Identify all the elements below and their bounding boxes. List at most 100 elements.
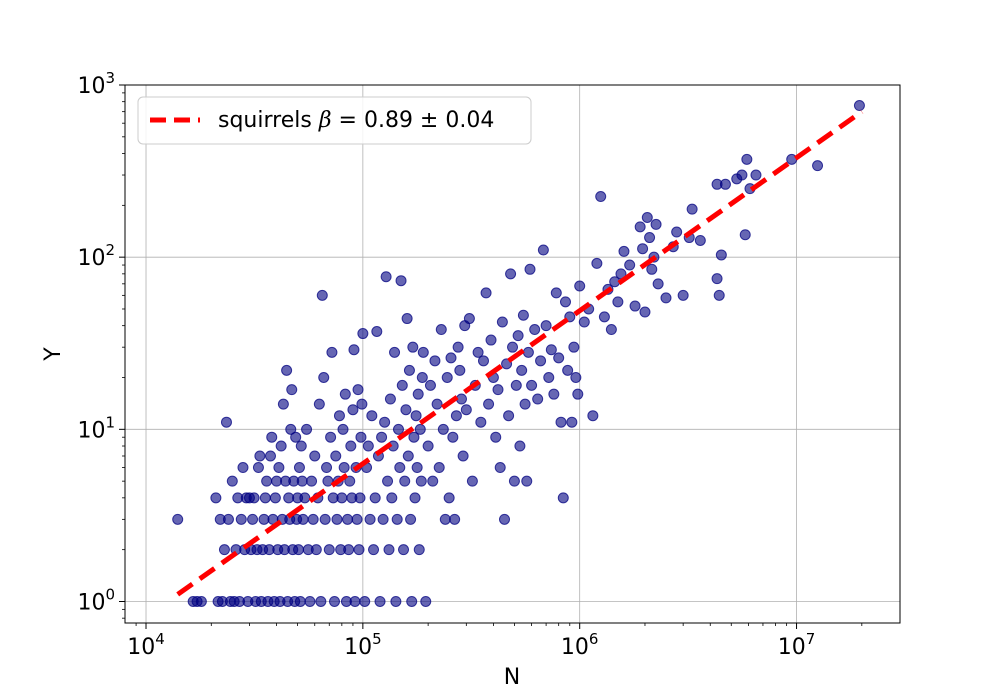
data-point [325, 431, 337, 443]
data-point [316, 289, 328, 301]
data-point [318, 372, 330, 383]
data-point [348, 344, 360, 356]
data-point [390, 595, 402, 607]
data-point [408, 431, 420, 443]
y-tick-label: 100 [77, 585, 115, 615]
data-point [480, 287, 492, 299]
data-point [598, 311, 610, 323]
data-point [853, 100, 865, 112]
data-point [460, 404, 472, 416]
data-point [362, 440, 374, 452]
legend-box [137, 96, 532, 145]
data-point [396, 379, 408, 391]
data-point [634, 221, 646, 233]
data-point [382, 475, 394, 487]
data-point [294, 595, 306, 607]
data-point [417, 346, 429, 358]
data-point [323, 544, 335, 556]
data-point [559, 296, 571, 308]
y-tick-exponent: 1 [105, 413, 115, 431]
legend-label: squirrels β = 0.89 ± 0.04 [218, 108, 494, 133]
data-point [337, 423, 349, 435]
x-tick-exponent: 4 [155, 630, 165, 648]
data-point [285, 423, 297, 435]
data-point [739, 229, 751, 241]
data-point [508, 475, 520, 487]
data-point [411, 462, 423, 474]
data-point [364, 513, 376, 525]
data-point [321, 462, 333, 474]
data-point [415, 475, 427, 487]
x-tick-label: 107 [778, 630, 816, 660]
data-point [347, 404, 359, 416]
data-point [336, 492, 348, 504]
data-point [344, 475, 356, 487]
data-point [410, 410, 422, 422]
data-point [711, 273, 723, 285]
data-point [494, 462, 506, 474]
x-tick-label: 105 [344, 630, 382, 660]
x-axis-label: N [504, 665, 520, 690]
data-point [326, 346, 338, 358]
data-point [548, 388, 560, 400]
data-point [537, 244, 549, 256]
data-point [750, 169, 762, 181]
data-point [517, 309, 529, 321]
data-point [532, 393, 544, 405]
data-point [281, 364, 293, 376]
data-point [252, 462, 264, 474]
data-point [429, 355, 441, 367]
data-point [550, 287, 562, 299]
data-point [437, 423, 449, 435]
data-point [694, 234, 706, 246]
data-point [521, 475, 533, 487]
data-point [416, 372, 428, 383]
data-point [578, 316, 590, 328]
data-point [275, 440, 287, 452]
data-point [605, 324, 617, 336]
fit-line [176, 109, 864, 597]
data-point [286, 384, 298, 396]
y-tick-base: 10 [77, 418, 105, 443]
y-tick-label: 101 [77, 413, 115, 443]
data-point [736, 169, 748, 181]
data-point [572, 388, 584, 400]
y-tick-label: 102 [77, 241, 115, 271]
data-point [407, 341, 419, 353]
data-point [422, 440, 434, 452]
data-point [354, 492, 366, 504]
data-point [304, 595, 316, 607]
data-point [248, 492, 260, 504]
data-point [307, 513, 319, 525]
data-point [475, 416, 487, 428]
data-point [352, 384, 364, 396]
data-point [435, 324, 447, 336]
data-point [394, 462, 406, 474]
data-point [457, 450, 469, 462]
y-tick-base: 10 [77, 246, 105, 271]
data-point [273, 462, 285, 474]
data-point [366, 410, 378, 422]
data-point [447, 431, 459, 443]
data-point [526, 379, 538, 391]
data-point [353, 544, 365, 556]
data-point [330, 450, 342, 462]
data-point [210, 492, 222, 504]
data-point [574, 280, 586, 292]
data-point [553, 352, 565, 364]
data-point [357, 328, 369, 340]
y-tick-exponent: 3 [105, 69, 115, 87]
data-point [483, 398, 495, 410]
data-point [452, 341, 464, 353]
data-point [514, 440, 526, 452]
data-point [172, 513, 184, 525]
data-point [545, 344, 557, 356]
data-point [660, 292, 672, 304]
data-point [247, 513, 259, 525]
data-point [401, 313, 413, 325]
data-point [671, 226, 683, 238]
data-point [389, 346, 401, 358]
legend-beta-value: = 0.89 ± 0.04 [332, 108, 495, 133]
y-tick-exponent: 0 [105, 585, 115, 603]
x-tick-base: 10 [127, 635, 155, 660]
